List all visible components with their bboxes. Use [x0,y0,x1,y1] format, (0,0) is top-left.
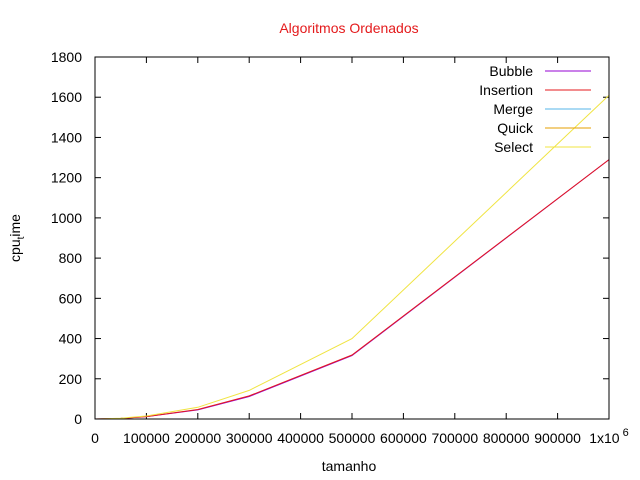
y-tick-label: 1800 [51,49,82,65]
y-axis-label: cputime [7,214,27,262]
y-tick-label: 1200 [51,170,82,186]
x-tick-label: 800000 [483,430,530,446]
ticks-layer: 0 200 400 600 800 1000 1200 1400 1600 1800 0 100000… [51,49,629,446]
x-tick-label: 900000 [534,430,581,446]
y-tick-label: 1400 [51,129,82,145]
y-axis-label-main: cpu [7,239,23,262]
x-tick-label: 600000 [380,430,427,446]
y-tick-label: 600 [59,290,83,306]
legend-label-select: Select [494,139,533,155]
x-tick-label: 400000 [277,430,324,446]
legend-label-bubble: Bubble [489,63,533,79]
x-tick-label: 200000 [174,430,221,446]
x-tick-label: 300000 [226,430,273,446]
plot-frame [94,56,610,420]
y-axis-label-sub: t [16,236,27,239]
x-tick-label: 100000 [123,430,170,446]
x-tick-exponent: 6 [620,427,629,439]
y-tick-label: 400 [59,331,83,347]
y-tick-label: 800 [59,250,83,266]
series-line-bubble [94,159,610,420]
legend-label-merge: Merge [493,101,533,117]
series-line-insertion [94,159,610,420]
y-tick-label: 1600 [51,89,82,105]
series-line-select [94,94,610,420]
x-tick-label: 0 [91,430,99,446]
y-tick-label: 1000 [51,210,82,226]
legend-label-insertion: Insertion [479,82,533,98]
chart-title: Algoritmos Ordenados [279,20,418,36]
x-tick-label: 700000 [431,430,478,446]
x-axis-label: tamanho [322,458,377,474]
y-tick-label: 200 [59,371,83,387]
legend-label-quick: Quick [497,120,534,136]
legend: Bubble Insertion Merge Quick Select [479,63,591,155]
x-tick-label: 1x10 6 [589,427,629,446]
y-axis-label-rest: ime [7,214,23,237]
x-tick-label: 500000 [329,430,376,446]
y-tick-label: 0 [74,411,82,427]
